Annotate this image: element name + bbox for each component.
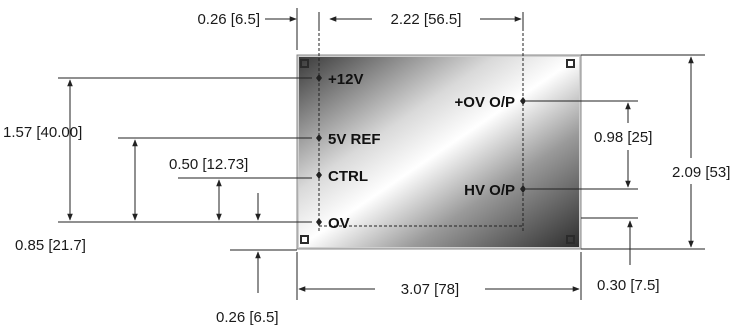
dim-bottom-right-offset-label: 0.30 [7.5] [597, 277, 660, 294]
dim-overall-width-label: 3.07 [78] [401, 281, 459, 298]
dim-left-12v-height-label: 1.57 [40.00] [3, 124, 82, 141]
pin-ov-output: +OV O/P [455, 94, 526, 111]
dim-top-pin-spacing: 2.22 [56.5] [318, 11, 524, 28]
module-board [296, 54, 582, 250]
dim-top-pin-spacing-label: 2.22 [56.5] [391, 11, 462, 28]
corner-pad-bottom-right [566, 235, 575, 244]
dim-overall-height: 2.09 [53] [672, 56, 730, 248]
dim-bottom-left-offset-label: 0.26 [6.5] [216, 309, 279, 326]
pin-guide-lines [318, 28, 524, 233]
dim-top-left-offset: 0.26 [6.5] [197, 8, 298, 50]
dim-bottom-left-offset: 0.26 [6.5] [216, 251, 279, 326]
dim-overall-height-label: 2.09 [53] [672, 164, 730, 181]
dim-left-12v-height: 1.57 [40.00] [3, 79, 82, 221]
pin-12v: +12V [316, 71, 363, 88]
dim-right-output-spacing: 0.98 [25] [594, 102, 652, 188]
pin-5v-ref: 5V REF [316, 131, 381, 148]
pin-ov: OV [316, 215, 350, 232]
dim-right-output-spacing-label: 0.98 [25] [594, 129, 652, 146]
right-extension-lines [526, 54, 705, 250]
dim-left-ctrl-height-label: 0.50 [12.73] [169, 156, 248, 173]
pin-5v-ref-label: 5V REF [328, 131, 381, 148]
dim-top-left-offset-label: 0.26 [6.5] [197, 11, 260, 28]
pin-hv-output-label: HV O/P [464, 182, 515, 199]
pin-hv-output: HV O/P [464, 182, 526, 199]
dim-left-5vref-height-label: 0.85 [21.7] [15, 237, 86, 254]
dim-left-ctrl-height: 0.50 [12.73] [169, 156, 248, 221]
corner-pad-top-left [300, 59, 309, 68]
pin-ov-label: OV [328, 215, 350, 232]
corner-pad-bottom-left [300, 235, 309, 244]
left-extension-lines [58, 77, 312, 251]
dim-overall-width: 3.07 [78] [296, 252, 582, 300]
pin-ctrl: CTRL [316, 168, 368, 185]
pin-12v-label: +12V [328, 71, 363, 88]
dim-bottom-right-offset: 0.30 [7.5] [597, 220, 660, 294]
pin-ctrl-label: CTRL [328, 168, 368, 185]
dim-left-5vref-height: 0.85 [21.7] [15, 139, 138, 254]
corner-pad-top-right [566, 59, 575, 68]
pin-ov-output-label: +OV O/P [455, 94, 515, 111]
